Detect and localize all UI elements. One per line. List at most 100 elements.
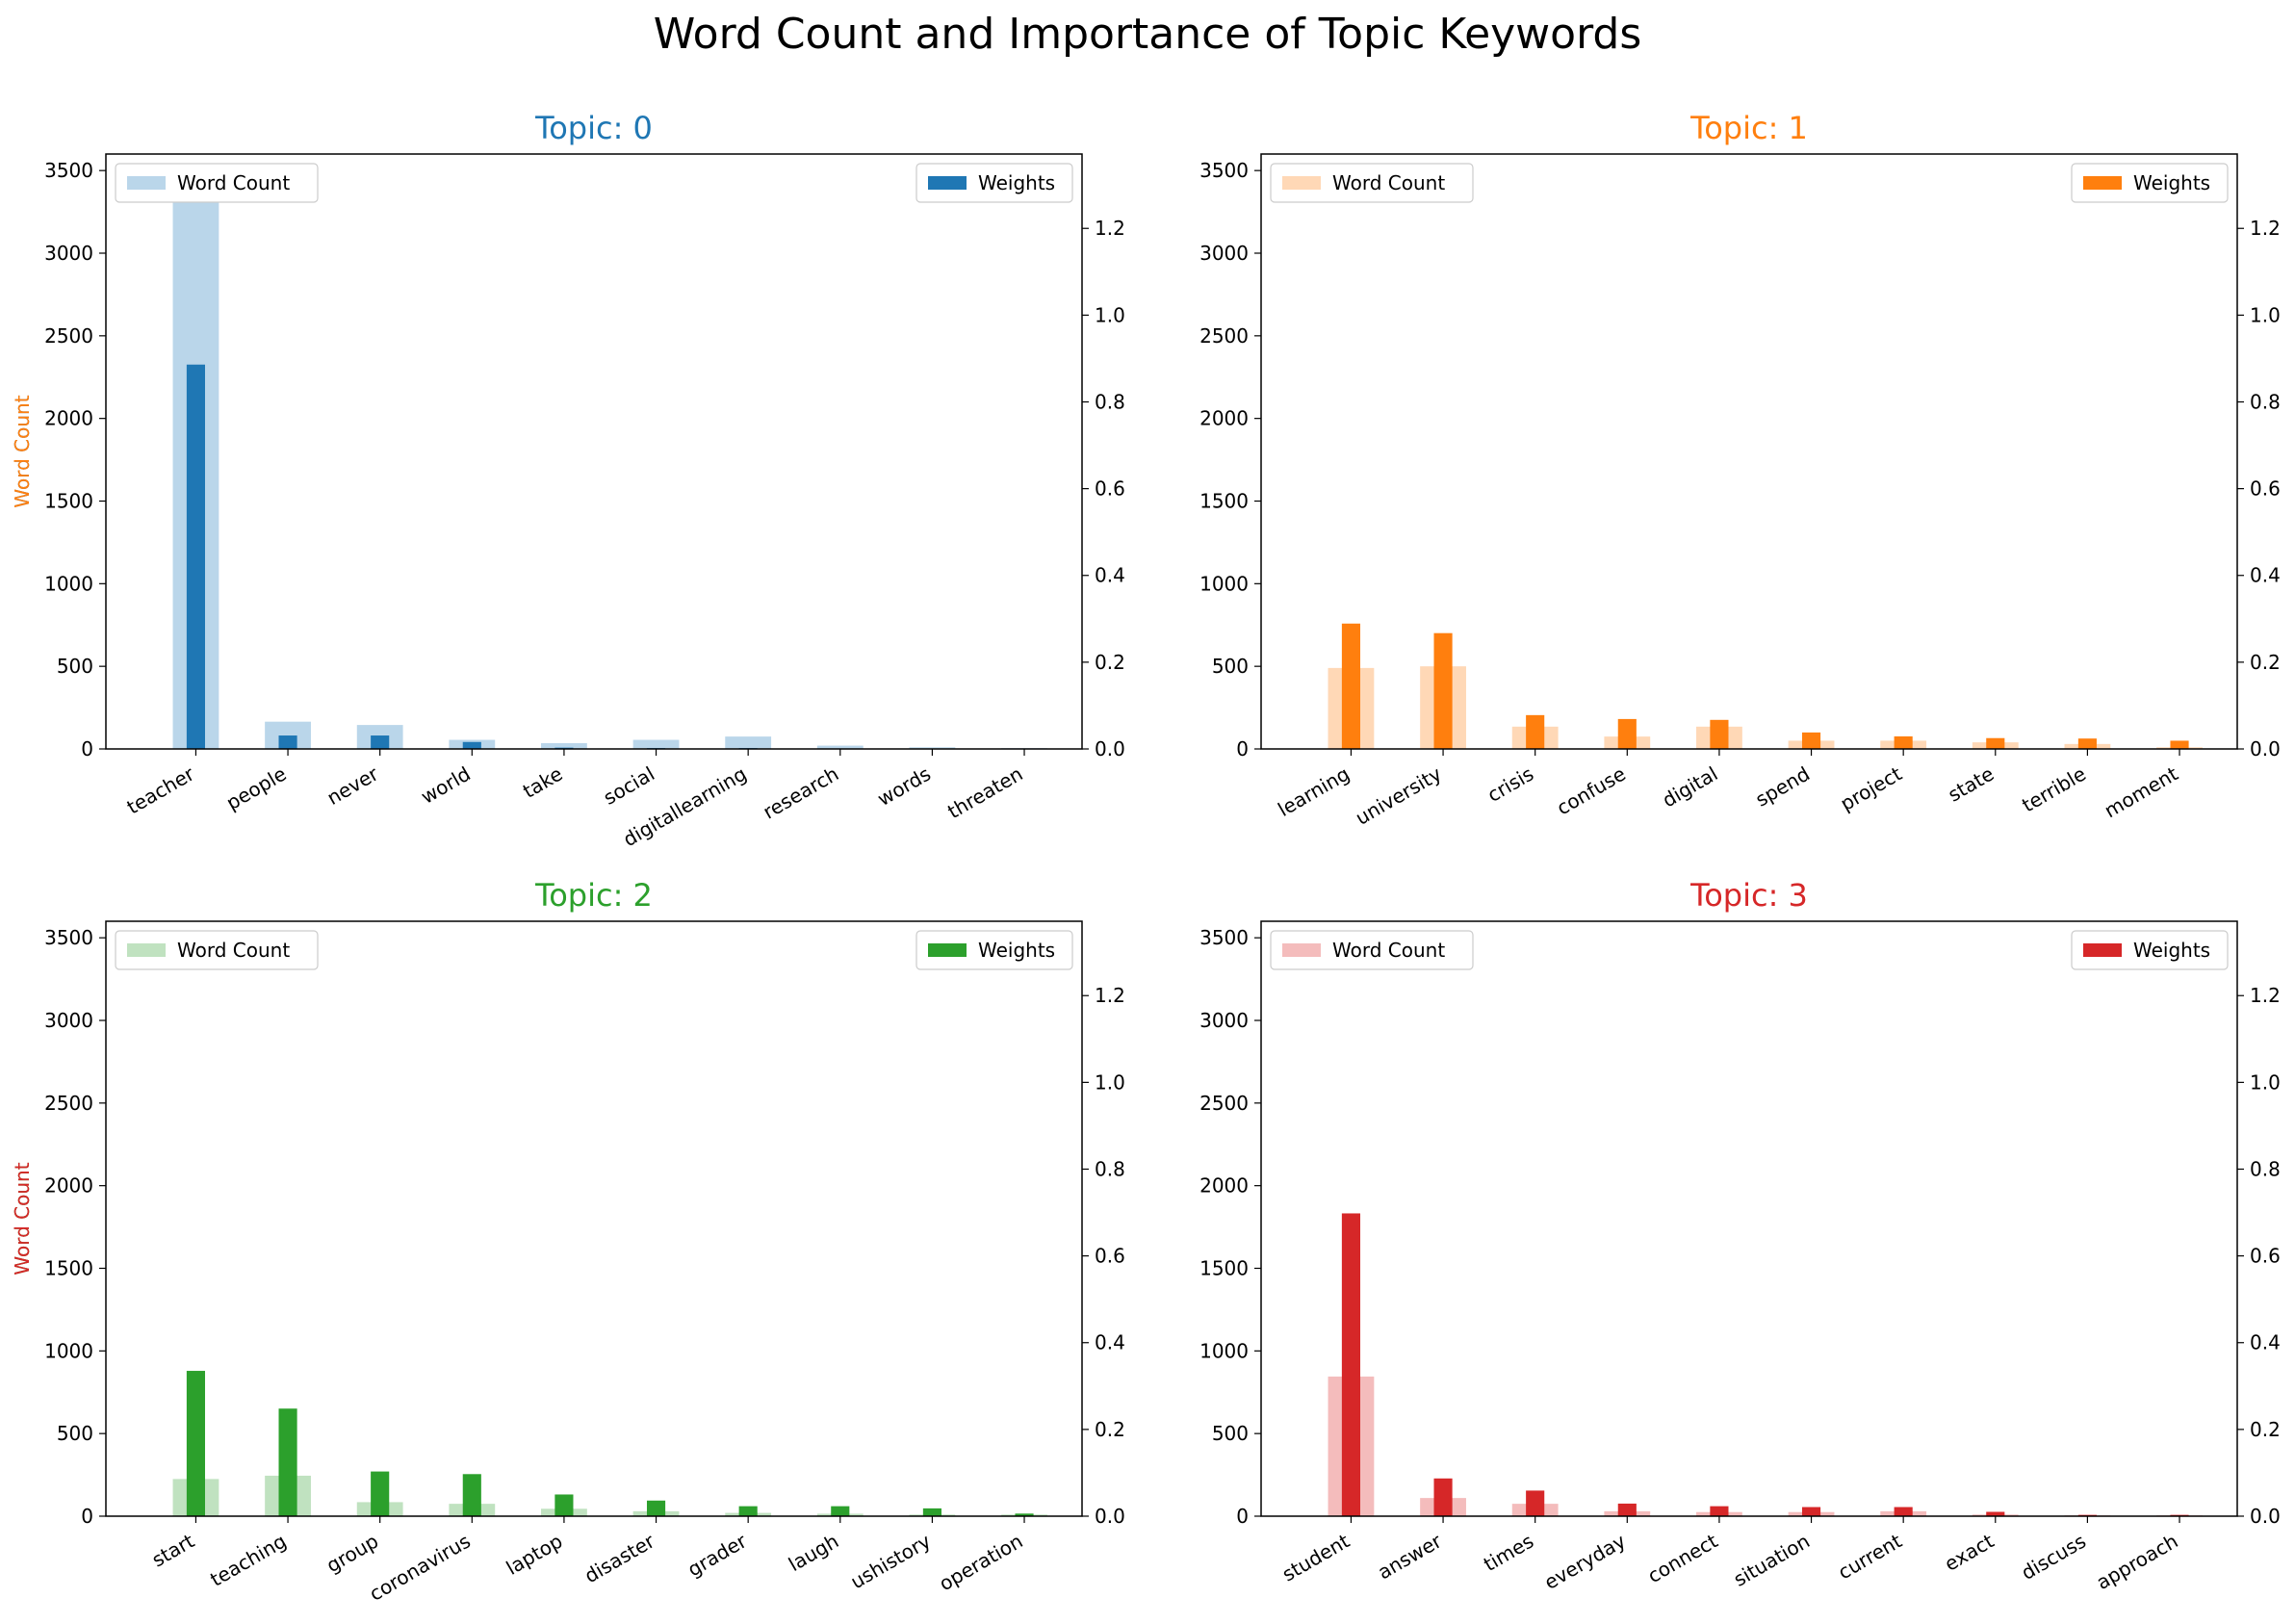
right-tick-label: 0.6 [2250, 1245, 2281, 1268]
weight-bar [462, 741, 481, 749]
left-tick-label: 1000 [44, 572, 93, 595]
weight-bar [186, 1371, 206, 1516]
word-count-bar [816, 745, 864, 749]
y-axis-label: Word Count [11, 1162, 34, 1275]
weight-bar [554, 1494, 574, 1516]
right-tick-label: 0.4 [2250, 1331, 2281, 1354]
legend-box [115, 930, 319, 970]
right-tick-label: 1.2 [2250, 984, 2281, 1007]
left-tick-label: 500 [57, 655, 93, 678]
weight-bar [1986, 737, 2005, 749]
figure-title: Word Count and Importance of Topic Keywo… [654, 10, 1642, 59]
legend-weights: Weights [915, 930, 1073, 970]
weight-bar [186, 364, 206, 749]
weight-bar [1986, 1511, 2005, 1516]
weight-bar [2170, 740, 2189, 749]
weight-bar [1526, 714, 1545, 749]
weight-bar [1894, 735, 1913, 749]
left-tick-label: 2500 [44, 324, 93, 348]
weight-bar [1710, 719, 1729, 749]
legend-box [915, 163, 1073, 203]
left-tick-label: 500 [1212, 655, 1249, 678]
legend-box [1270, 163, 1474, 203]
left-tick-label: 2500 [44, 1092, 93, 1115]
left-tick-label: 0 [81, 1505, 93, 1528]
word-count-bar [725, 736, 772, 749]
legend-word-count: Word Count [1270, 163, 1474, 203]
legend-swatch [928, 176, 967, 190]
weight-bar [462, 1474, 481, 1516]
right-tick-label: 0.8 [2250, 1157, 2281, 1180]
right-tick-label: 0.8 [1095, 390, 1125, 413]
right-tick-label: 0.6 [1095, 477, 1125, 501]
weight-bar [1617, 718, 1637, 749]
weight-bar [1617, 1503, 1637, 1516]
right-tick-label: 1.2 [2250, 217, 2281, 240]
weight-bar [371, 1471, 390, 1516]
panel-title: Topic: 3 [1689, 877, 1808, 914]
weight-bar [2077, 738, 2097, 749]
right-tick-label: 0.6 [1095, 1245, 1125, 1268]
legend-label: Weights [978, 939, 1055, 962]
left-tick-label: 3000 [1199, 242, 1249, 265]
weight-bar [1710, 1506, 1729, 1516]
legend-swatch [127, 943, 166, 957]
weight-bar [1894, 1507, 1913, 1516]
right-tick-label: 1.0 [2250, 1070, 2281, 1094]
weight-bar [1801, 732, 1821, 749]
panel-title: Topic: 2 [534, 877, 653, 914]
legend-weights: Weights [2071, 163, 2229, 203]
right-tick-label: 1.0 [2250, 303, 2281, 326]
word-count-bar [632, 739, 680, 749]
right-tick-label: 0.8 [1095, 1157, 1125, 1180]
axes-frame [105, 153, 1083, 750]
weight-bar [278, 735, 297, 749]
legend-label: Weights [2133, 939, 2210, 962]
word-count-bar [909, 747, 956, 749]
left-tick-label: 2000 [1199, 407, 1249, 430]
axes-frame [1260, 920, 2238, 1517]
weight-bar [1433, 632, 1453, 749]
legend-label: Weights [2133, 171, 2210, 194]
legend-box [915, 930, 1073, 970]
right-tick-label: 0.4 [1095, 564, 1125, 587]
legend-box [115, 163, 319, 203]
legend-label: Word Count [1332, 939, 1445, 962]
right-tick-label: 0.0 [1095, 1505, 1125, 1528]
right-tick-label: 1.0 [1095, 303, 1125, 326]
right-tick-label: 1.0 [1095, 1070, 1125, 1094]
left-tick-label: 3000 [44, 242, 93, 265]
axes-frame [105, 920, 1083, 1517]
right-tick-label: 0.2 [1095, 1418, 1125, 1441]
right-tick-label: 0.0 [2250, 1505, 2281, 1528]
legend-label: Weights [978, 171, 1055, 194]
left-tick-label: 2000 [44, 407, 93, 430]
left-tick-label: 1000 [44, 1339, 93, 1362]
y-axis-label: Word Count [11, 395, 34, 507]
left-tick-label: 1000 [1199, 572, 1249, 595]
legend-weights: Weights [2071, 930, 2229, 970]
right-tick-label: 0.4 [1095, 1331, 1125, 1354]
weight-bar [278, 1408, 297, 1516]
y-axis-label: Word Count [11, 395, 34, 507]
left-tick-label: 3000 [1199, 1009, 1249, 1032]
legend-box [2071, 930, 2229, 970]
left-tick-label: 3500 [1199, 159, 1249, 182]
right-tick-label: 0.2 [1095, 651, 1125, 674]
left-tick-label: 3500 [44, 159, 93, 182]
weight-bar [1433, 1478, 1453, 1516]
left-tick-label: 2500 [1199, 324, 1249, 348]
legend-word-count: Word Count [1270, 930, 1474, 970]
legend-swatch [1282, 943, 1321, 957]
right-tick-label: 0.8 [2250, 390, 2281, 413]
panel-title: Topic: 0 [534, 110, 653, 146]
weight-bar [738, 1506, 758, 1516]
left-tick-label: 0 [1236, 737, 1249, 760]
left-tick-label: 3500 [44, 926, 93, 949]
weight-bar [1341, 623, 1361, 749]
legend-box [2071, 163, 2229, 203]
left-tick-label: 1500 [44, 1257, 93, 1280]
weight-bar [1801, 1507, 1821, 1516]
weight-bar [831, 1506, 850, 1516]
